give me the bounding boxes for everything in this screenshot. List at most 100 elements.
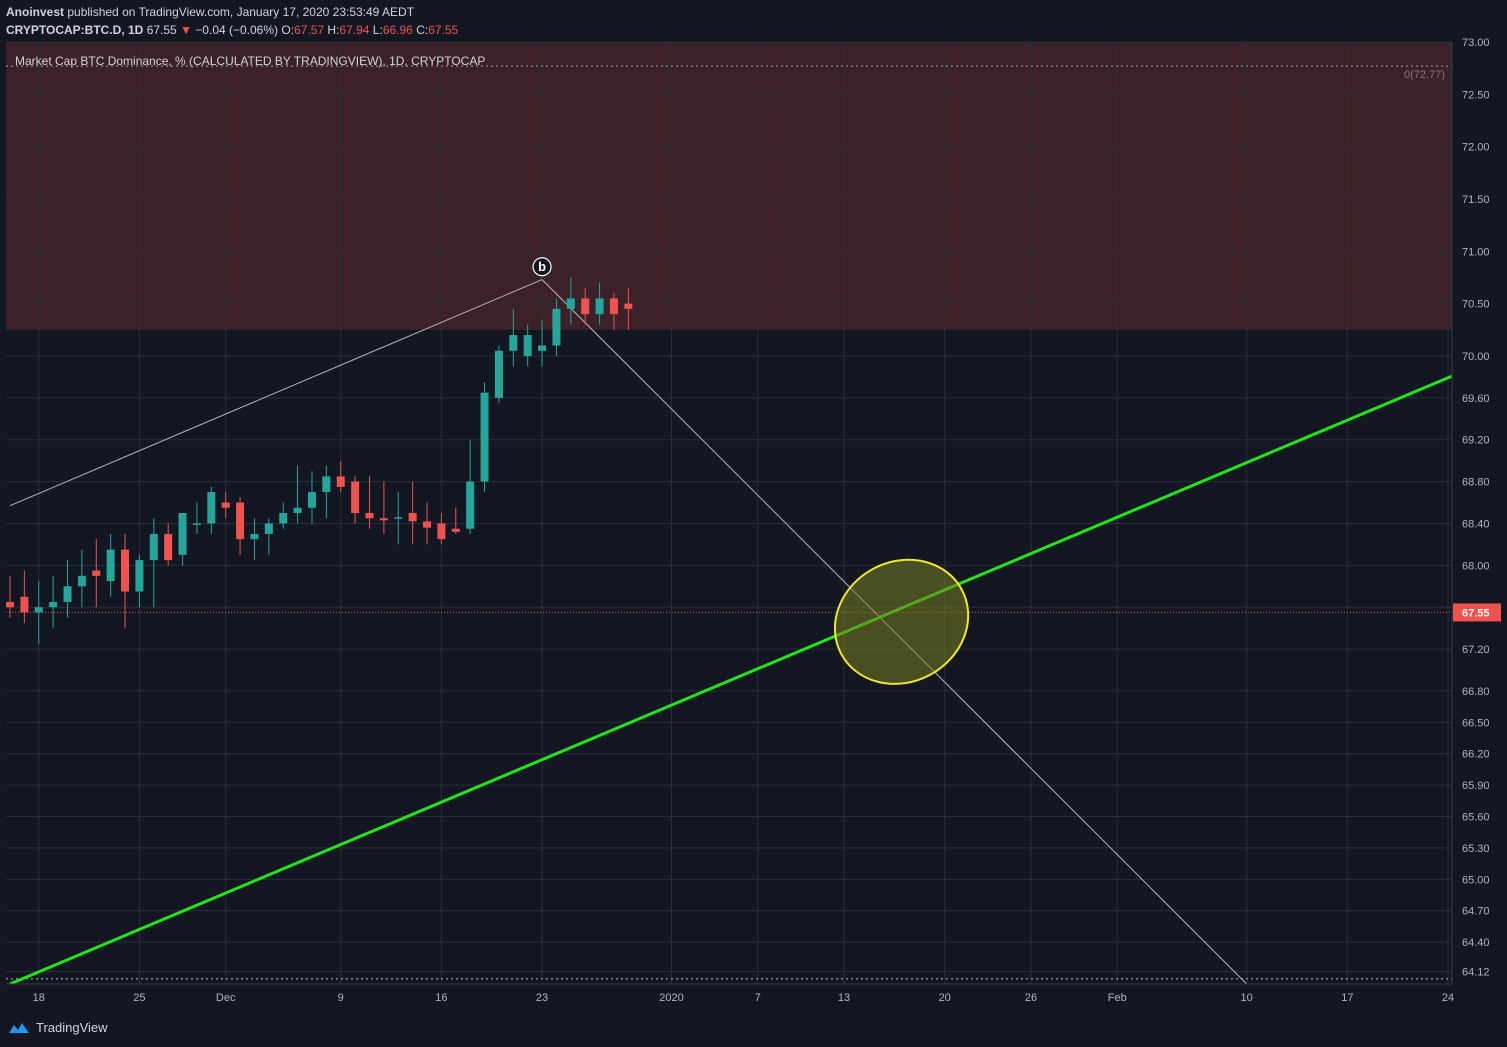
- tradingview-logo[interactable]: TradingView: [8, 1020, 108, 1035]
- time-tick-label: Feb: [1108, 992, 1127, 1004]
- fib-top-label: 0(72.77): [1404, 69, 1445, 81]
- candle[interactable]: [365, 476, 374, 529]
- time-tick-label: 10: [1241, 992, 1253, 1004]
- time-tick-label: 17: [1341, 992, 1353, 1004]
- candle[interactable]: [336, 460, 345, 493]
- candle[interactable]: [207, 486, 216, 534]
- time-tick-label: 24: [1442, 992, 1454, 1004]
- publish-info: Anoinvest published on TradingView.com, …: [6, 5, 414, 19]
- price-axis[interactable]: 73.00 72.50 72.00 71.50 71.00 70.50 70.00 69.60…: [1462, 37, 1490, 978]
- candle[interactable]: [264, 518, 273, 555]
- candle[interactable]: [149, 518, 158, 608]
- publish-text: published on TradingView.com, January 17…: [67, 5, 415, 19]
- author-name[interactable]: Anoinvest: [6, 5, 65, 19]
- candle[interactable]: [77, 549, 86, 608]
- candle[interactable]: [135, 554, 144, 608]
- candle[interactable]: [178, 513, 187, 566]
- candle-body: [293, 507, 302, 513]
- time-tick-label: 25: [133, 992, 145, 1004]
- pattern-point-b[interactable]: b: [532, 257, 552, 277]
- candle[interactable]: [293, 465, 302, 524]
- candle[interactable]: [595, 282, 604, 325]
- candle[interactable]: [538, 319, 547, 367]
- candle-body: [164, 533, 173, 561]
- candle-body: [307, 492, 316, 508]
- time-tick-label: 26: [1025, 992, 1037, 1004]
- candle-body: [408, 513, 417, 522]
- candle[interactable]: [408, 481, 417, 545]
- price-tick-label: 72.50: [1462, 89, 1490, 101]
- price-tick-label: 72.00: [1462, 142, 1490, 154]
- candle-body: [92, 570, 101, 576]
- price-tick-label: 68.80: [1462, 477, 1490, 489]
- candle[interactable]: [379, 481, 388, 534]
- price-tick-label: 70.50: [1462, 299, 1490, 311]
- candle-body: [264, 523, 273, 534]
- candle[interactable]: [121, 533, 130, 629]
- candle[interactable]: [581, 287, 590, 325]
- candle[interactable]: [322, 465, 331, 519]
- time-axis[interactable]: 18 25 Dec 9 16 23 2020 7 13 20 26 Feb 10 17 24: [33, 992, 1454, 1004]
- candle[interactable]: [566, 277, 575, 325]
- low-label: L:: [372, 23, 383, 37]
- candle-body: [394, 517, 403, 519]
- candle[interactable]: [6, 575, 14, 618]
- candle[interactable]: [20, 570, 29, 623]
- candle-body: [236, 502, 245, 540]
- candle-body: [509, 335, 518, 351]
- last-price-tag-bg: [1453, 603, 1501, 622]
- candle[interactable]: [63, 560, 72, 618]
- candle[interactable]: [523, 324, 532, 367]
- candle[interactable]: [192, 502, 201, 534]
- price-tick-label: 69.20: [1462, 435, 1490, 447]
- candle[interactable]: [106, 533, 115, 597]
- symbol-label[interactable]: CRYPTOCAP:BTC.D, 1D: [6, 23, 144, 37]
- price-tick-label: 64.12: [1462, 966, 1490, 978]
- candle[interactable]: [221, 492, 230, 519]
- price-tick-label: 64.40: [1462, 937, 1490, 949]
- candle-body: [523, 335, 532, 356]
- price-tick-label: 66.50: [1462, 717, 1490, 729]
- price-chart[interactable]: Market Cap BTC Dominance, % (CALCULATED …: [0, 0, 1507, 1012]
- candle[interactable]: [34, 581, 43, 644]
- price-tick-label: 66.20: [1462, 749, 1490, 761]
- price-tick-label: 64.70: [1462, 906, 1490, 918]
- candle-body: [437, 523, 446, 540]
- candle[interactable]: [552, 298, 561, 356]
- candle[interactable]: [466, 439, 475, 534]
- pattern-point-label: b: [538, 259, 546, 274]
- candle[interactable]: [437, 513, 446, 545]
- candle[interactable]: [351, 476, 360, 524]
- candle-body: [609, 298, 618, 315]
- candle[interactable]: [423, 502, 432, 545]
- support-trendline[interactable]: [9, 372, 1462, 984]
- candle[interactable]: [164, 523, 173, 566]
- open-value: 67.57: [294, 23, 325, 37]
- candle[interactable]: [624, 287, 633, 330]
- candle[interactable]: [480, 382, 489, 493]
- candle[interactable]: [494, 345, 503, 404]
- candle[interactable]: [609, 293, 618, 330]
- candle-body: [49, 601, 58, 608]
- candle-body: [135, 560, 144, 592]
- candle[interactable]: [250, 518, 259, 561]
- candle[interactable]: [307, 471, 316, 524]
- time-tick-label: 18: [33, 992, 45, 1004]
- candle-body: [207, 492, 216, 524]
- candle-body: [106, 549, 115, 582]
- candle[interactable]: [394, 492, 403, 545]
- resistance-zone: [6, 42, 1452, 330]
- candle[interactable]: [236, 497, 245, 555]
- candle-body: [466, 481, 475, 529]
- candle-body: [451, 528, 460, 532]
- candle[interactable]: [49, 575, 58, 629]
- candle[interactable]: [279, 502, 288, 529]
- candle-body: [595, 298, 604, 315]
- candle[interactable]: [451, 507, 460, 534]
- candle[interactable]: [509, 308, 518, 367]
- candles: [6, 277, 633, 644]
- candle-body: [192, 523, 201, 525]
- highlight-ellipse[interactable]: [813, 537, 990, 707]
- drawing-line-b-leg-up[interactable]: [9, 279, 543, 507]
- candle[interactable]: [92, 539, 101, 608]
